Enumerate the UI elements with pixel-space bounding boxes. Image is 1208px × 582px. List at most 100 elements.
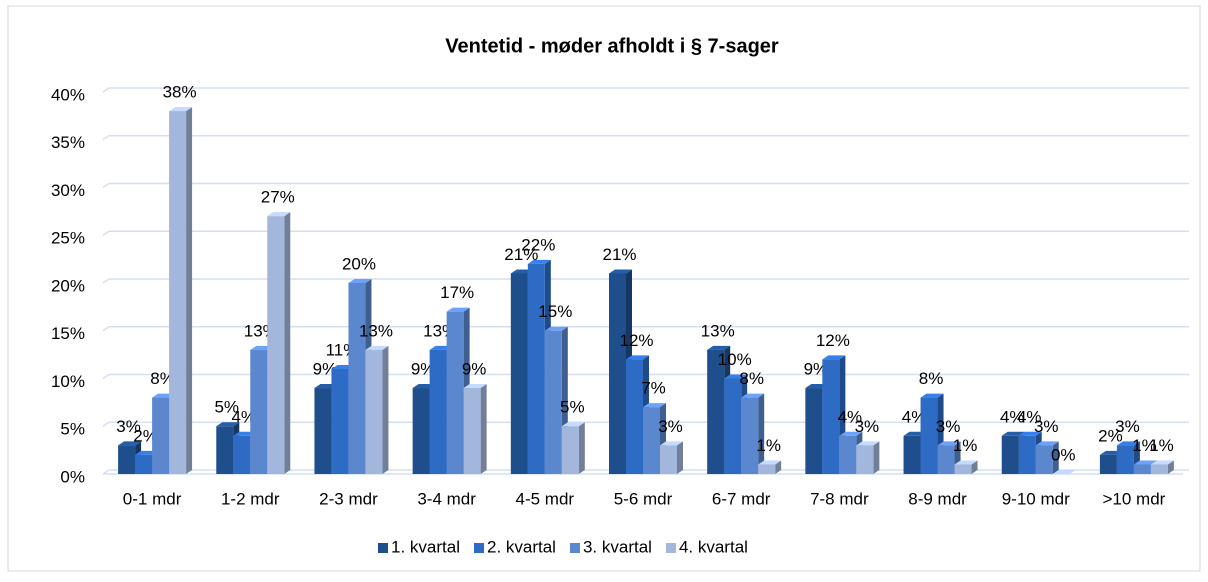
- bar-side: [1052, 441, 1059, 474]
- bar-top: [348, 279, 372, 283]
- bar-side: [873, 441, 880, 474]
- bar: [216, 426, 234, 474]
- data-label: 1%: [1132, 436, 1157, 455]
- data-label: 9%: [462, 360, 487, 379]
- bar: [135, 454, 153, 474]
- legend-swatch: [473, 543, 484, 553]
- bar-top: [1001, 431, 1025, 436]
- bar: [626, 359, 643, 474]
- bar-top: [626, 355, 649, 360]
- y-tick-label: 20%: [51, 276, 85, 295]
- x-tick-label: 4-5 mdr: [516, 489, 575, 508]
- bar: [527, 263, 545, 474]
- data-label: 4%: [1000, 407, 1025, 426]
- grid-line-side: [102, 421, 110, 427]
- bar-top: [1035, 441, 1059, 446]
- data-label: 22%: [521, 235, 555, 254]
- x-tick-label: 9-10 mdr: [1002, 489, 1070, 508]
- data-label: 3%: [658, 417, 683, 436]
- data-label: 4%: [902, 407, 927, 426]
- bar: [1099, 454, 1117, 474]
- data-label: 8%: [919, 369, 944, 388]
- legend-label: 1. kvartal: [391, 537, 460, 556]
- x-tick-label: >10 mdr: [1102, 489, 1165, 508]
- bar-side: [578, 422, 585, 474]
- bar-side: [186, 107, 193, 474]
- chart-border: [7, 5, 1201, 572]
- bar-top: [446, 307, 470, 312]
- data-label: 13%: [359, 321, 393, 340]
- bar: [510, 273, 528, 474]
- bar: [1133, 464, 1151, 474]
- data-label: 3%: [116, 417, 141, 436]
- bar: [267, 216, 285, 474]
- data-label: 21%: [504, 245, 538, 264]
- grid-line-side: [102, 182, 110, 189]
- legend-label: 2. kvartal: [487, 537, 556, 556]
- data-label: 12%: [619, 331, 653, 350]
- data-label: 8%: [739, 369, 764, 388]
- bar: [954, 464, 972, 474]
- bar: [903, 435, 921, 474]
- bar-top: [1052, 470, 1076, 474]
- data-label: 1%: [1149, 436, 1174, 455]
- x-tick-label: 0-1 mdr: [123, 489, 182, 508]
- bar-side: [284, 212, 291, 474]
- grid-line-side: [102, 87, 110, 93]
- bar: [609, 273, 626, 474]
- data-label: 0%: [1051, 445, 1076, 464]
- grid-line-side: [102, 135, 110, 141]
- bar-top: [937, 441, 961, 446]
- legend-label: 4. kvartal: [679, 537, 748, 556]
- bar: [348, 283, 366, 474]
- bar: [412, 388, 430, 474]
- bar-side: [1167, 460, 1174, 474]
- data-label: 3%: [855, 417, 880, 436]
- bar: [463, 388, 481, 474]
- bar-top: [527, 259, 551, 264]
- data-label: 10%: [718, 350, 752, 369]
- bar: [1018, 435, 1036, 474]
- bar-side: [382, 345, 389, 474]
- data-label: 4%: [1017, 407, 1042, 426]
- bar-top: [856, 441, 880, 446]
- legend-label: 3. kvartal: [583, 537, 652, 556]
- legend-swatch: [569, 543, 580, 553]
- bar-top: [1133, 460, 1157, 465]
- bar-top: [463, 384, 487, 389]
- bar: [724, 378, 742, 474]
- bar: [822, 359, 840, 474]
- data-label: 20%: [342, 254, 376, 273]
- bar: [429, 349, 447, 474]
- bar-top: [118, 441, 142, 446]
- x-tick-label: 8-9 mdr: [908, 489, 967, 508]
- bar: [937, 445, 955, 474]
- data-label: 15%: [538, 302, 572, 321]
- data-label: 9%: [804, 360, 829, 379]
- bar-side: [758, 393, 765, 474]
- bar-top: [724, 374, 748, 379]
- bar: [544, 330, 562, 474]
- data-label: 8%: [150, 369, 175, 388]
- bar-top: [839, 431, 863, 436]
- y-tick-label: 35%: [51, 133, 85, 152]
- data-label: 21%: [602, 245, 636, 264]
- data-label: 2%: [1098, 426, 1123, 445]
- data-label: 2%: [133, 426, 158, 445]
- bar-top: [1018, 431, 1042, 436]
- bar-top: [920, 393, 944, 398]
- y-tick-label: 40%: [51, 85, 85, 104]
- bar-side: [480, 384, 487, 474]
- bar-side: [677, 441, 683, 474]
- bar: [805, 388, 823, 474]
- bar-side: [971, 460, 978, 474]
- grid-line-side: [102, 230, 110, 236]
- bar-top: [216, 422, 240, 427]
- data-label: 12%: [816, 331, 850, 350]
- legend-swatch: [378, 543, 388, 553]
- bar-top: [758, 460, 782, 465]
- bar: [920, 397, 938, 474]
- bar: [446, 311, 464, 474]
- bar-top: [169, 107, 193, 112]
